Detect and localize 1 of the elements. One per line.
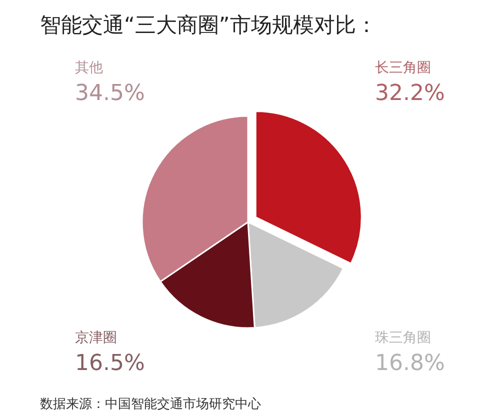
title: 智能交通“三大商圈”市场规模对比： xyxy=(40,13,377,37)
